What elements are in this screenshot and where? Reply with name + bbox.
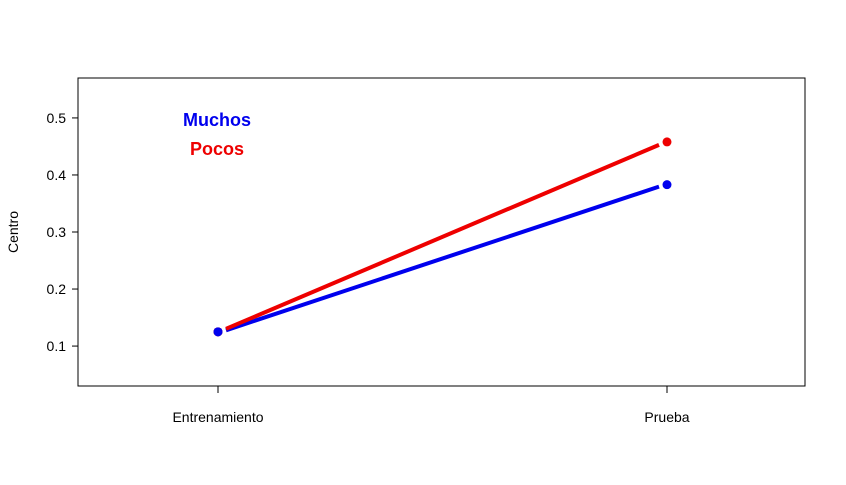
x-tick-label: Entrenamiento xyxy=(172,409,263,425)
y-axis: 0.1 0.2 0.3 0.4 0.5 xyxy=(47,110,79,354)
series-line-pocos xyxy=(225,143,660,331)
legend-entry-pocos: Pocos xyxy=(190,139,244,159)
x-tick-label: Prueba xyxy=(644,409,689,425)
x-axis: Entrenamiento Prueba xyxy=(172,386,690,425)
data-point-muchos xyxy=(662,180,672,190)
data-point-muchos xyxy=(213,327,223,337)
series-layer xyxy=(213,137,672,337)
y-tick-label: 0.4 xyxy=(47,167,67,183)
y-axis-label: Centro xyxy=(5,211,21,253)
y-tick-label: 0.5 xyxy=(47,110,67,126)
legend: Muchos Pocos xyxy=(183,110,251,159)
y-tick-label: 0.3 xyxy=(47,224,67,240)
data-point-pocos xyxy=(662,137,672,147)
legend-entry-muchos: Muchos xyxy=(183,110,251,130)
y-tick-label: 0.1 xyxy=(47,338,67,354)
y-tick-label: 0.2 xyxy=(47,281,67,297)
series-line-muchos xyxy=(225,184,660,333)
